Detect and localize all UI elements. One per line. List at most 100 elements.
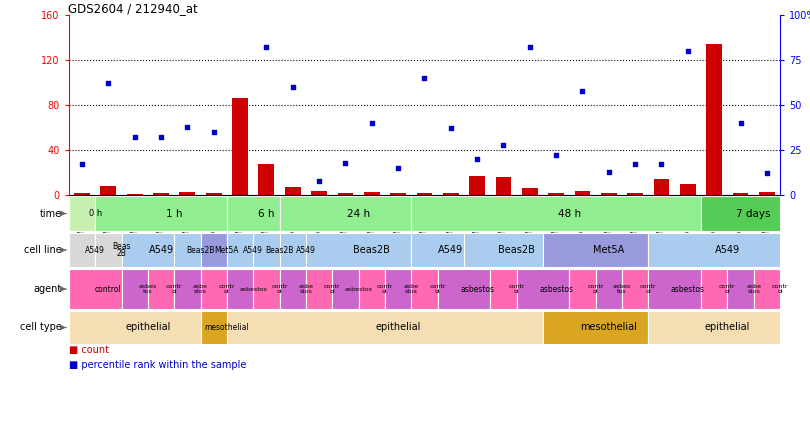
Text: contr
ol: contr ol bbox=[377, 284, 393, 293]
Bar bbox=[543, 233, 648, 267]
Bar bbox=[732, 193, 748, 195]
Text: asbes
tos: asbes tos bbox=[139, 284, 157, 293]
Text: asbe
stos: asbe stos bbox=[298, 284, 313, 293]
Bar bbox=[227, 196, 279, 231]
Bar bbox=[148, 269, 174, 309]
Bar bbox=[753, 269, 780, 309]
Text: asbes
tos: asbes tos bbox=[613, 284, 631, 293]
Text: GDS2604 / 212940_at: GDS2604 / 212940_at bbox=[68, 2, 198, 15]
Point bbox=[260, 44, 273, 51]
Bar bbox=[569, 269, 595, 309]
Point bbox=[391, 164, 404, 171]
Bar bbox=[69, 196, 96, 231]
Bar bbox=[385, 269, 411, 309]
Bar bbox=[122, 233, 174, 267]
Bar bbox=[227, 311, 543, 344]
Bar bbox=[127, 194, 143, 195]
Point bbox=[445, 125, 458, 132]
Bar bbox=[174, 269, 201, 309]
Bar bbox=[701, 196, 780, 231]
Bar bbox=[759, 192, 774, 195]
Bar bbox=[258, 163, 275, 195]
Point bbox=[313, 177, 326, 184]
Point bbox=[365, 119, 378, 127]
Text: mesothelial: mesothelial bbox=[204, 323, 249, 332]
Text: time: time bbox=[40, 209, 62, 218]
Text: A549: A549 bbox=[148, 245, 173, 255]
Bar bbox=[574, 190, 590, 195]
Point bbox=[681, 48, 694, 55]
Text: A549: A549 bbox=[438, 245, 463, 255]
Point bbox=[655, 161, 668, 168]
Text: mesothelial: mesothelial bbox=[581, 322, 637, 333]
Text: asbe
stos: asbe stos bbox=[746, 284, 761, 293]
Text: contr
ol: contr ol bbox=[219, 284, 235, 293]
Text: asbe
stos: asbe stos bbox=[193, 284, 208, 293]
Point bbox=[102, 80, 115, 87]
Bar bbox=[411, 269, 437, 309]
Text: Beas
2B: Beas 2B bbox=[113, 242, 130, 258]
Bar bbox=[627, 193, 643, 195]
Point bbox=[339, 159, 352, 166]
Text: contr
ol: contr ol bbox=[166, 284, 182, 293]
Bar bbox=[96, 196, 227, 231]
Text: Beas2B: Beas2B bbox=[353, 245, 390, 255]
Text: contr
ol: contr ol bbox=[429, 284, 446, 293]
Text: ■ count: ■ count bbox=[69, 345, 109, 355]
Text: agent: agent bbox=[33, 284, 62, 294]
Text: Met5A: Met5A bbox=[593, 245, 625, 255]
Text: A549: A549 bbox=[85, 246, 105, 254]
Bar bbox=[548, 193, 564, 195]
Bar bbox=[306, 233, 411, 267]
Bar bbox=[153, 193, 169, 195]
Text: cell type: cell type bbox=[20, 322, 62, 333]
Text: contr
ol: contr ol bbox=[324, 284, 340, 293]
Text: asbestos: asbestos bbox=[460, 285, 494, 293]
Text: Met5A: Met5A bbox=[215, 246, 239, 254]
Bar bbox=[443, 193, 458, 195]
Bar bbox=[701, 269, 727, 309]
Bar bbox=[411, 196, 701, 231]
Text: 1 h: 1 h bbox=[166, 209, 182, 218]
Text: contr
ol: contr ol bbox=[587, 284, 604, 293]
Bar bbox=[338, 193, 353, 195]
Point bbox=[207, 128, 220, 135]
Point bbox=[629, 161, 642, 168]
Bar bbox=[227, 233, 254, 267]
Text: contr
ol: contr ol bbox=[509, 284, 525, 293]
Text: A549: A549 bbox=[714, 245, 740, 255]
Bar bbox=[279, 196, 411, 231]
Bar bbox=[411, 233, 464, 267]
Bar bbox=[201, 269, 227, 309]
Text: A549: A549 bbox=[243, 246, 263, 254]
Point bbox=[761, 170, 774, 177]
Bar bbox=[69, 269, 122, 309]
Bar bbox=[437, 269, 490, 309]
Text: epithelial: epithelial bbox=[375, 322, 420, 333]
Point bbox=[497, 141, 510, 148]
Text: A549: A549 bbox=[296, 246, 316, 254]
Bar bbox=[332, 269, 359, 309]
Text: cell line: cell line bbox=[24, 245, 62, 255]
Bar bbox=[69, 311, 201, 344]
Text: contr
ol: contr ol bbox=[772, 284, 788, 293]
Text: Beas2B: Beas2B bbox=[498, 245, 535, 255]
Text: control: control bbox=[95, 285, 122, 293]
Bar bbox=[464, 233, 543, 267]
Text: ■ percentile rank within the sample: ■ percentile rank within the sample bbox=[69, 360, 246, 370]
Point bbox=[75, 161, 88, 168]
Bar bbox=[359, 269, 385, 309]
Point bbox=[181, 123, 194, 130]
Bar bbox=[727, 269, 753, 309]
Point bbox=[523, 44, 536, 51]
Point bbox=[155, 134, 168, 141]
Bar bbox=[517, 269, 569, 309]
Bar bbox=[232, 98, 248, 195]
Bar bbox=[201, 311, 227, 344]
Point bbox=[603, 168, 616, 175]
Text: contr
ol: contr ol bbox=[719, 284, 735, 293]
Text: asbe
stos: asbe stos bbox=[403, 284, 419, 293]
Bar bbox=[279, 233, 306, 267]
Point bbox=[128, 134, 141, 141]
Bar bbox=[100, 186, 117, 195]
